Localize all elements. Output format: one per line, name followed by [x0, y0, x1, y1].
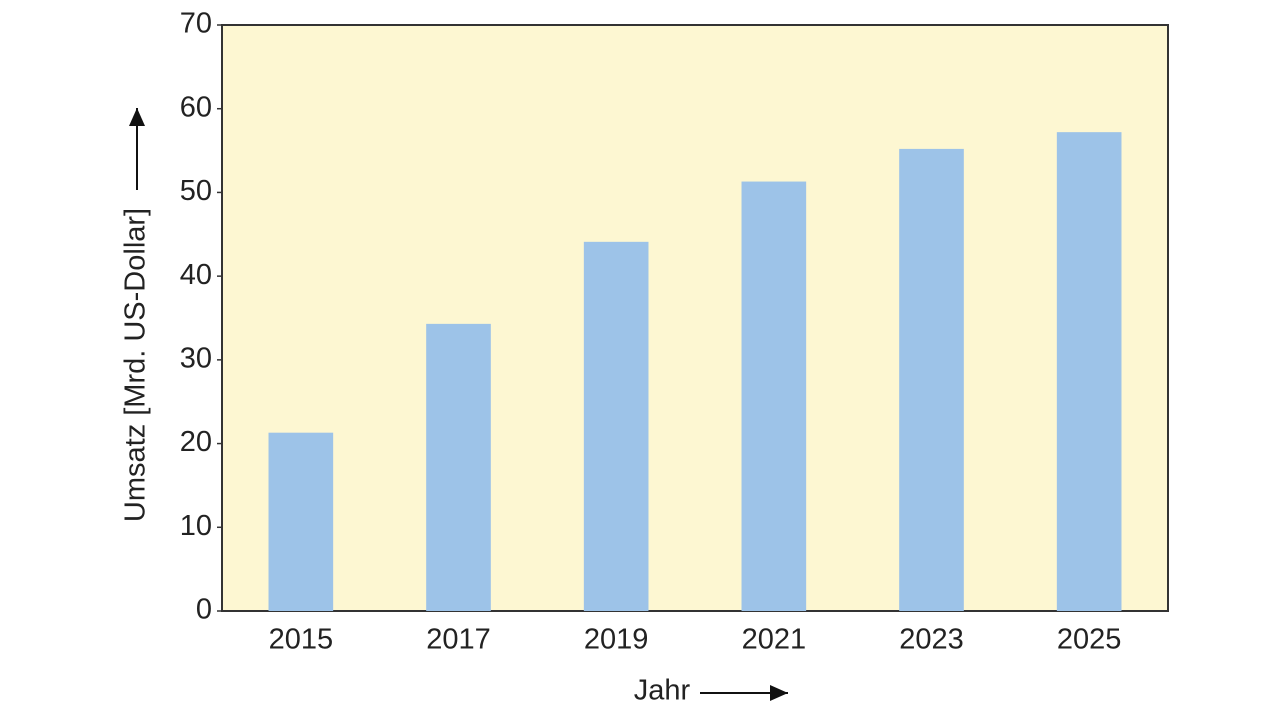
- y-tick-label: 30: [180, 343, 212, 375]
- x-tick-label: 2017: [426, 624, 491, 656]
- y-tick-label: 10: [180, 510, 212, 542]
- x-tick-label: 2015: [269, 624, 334, 656]
- y-tick-label: 40: [180, 259, 212, 291]
- bar: [899, 148, 964, 611]
- x-axis-label: Jahr: [634, 675, 691, 707]
- bar: [268, 432, 334, 611]
- x-tick-label: 2025: [1057, 624, 1122, 656]
- x-tick-label: 2021: [742, 624, 807, 656]
- y-tick-label: 20: [180, 426, 212, 458]
- y-axis-label: Umsatz [Mrd. US-Dollar]: [120, 208, 152, 522]
- y-tick-label: 70: [180, 8, 212, 40]
- bar: [583, 241, 649, 611]
- y-tick-label: 50: [180, 175, 212, 207]
- bar: [741, 181, 807, 611]
- plot-area: [221, 24, 1169, 612]
- bar: [426, 323, 491, 611]
- bar: [1056, 132, 1122, 611]
- x-tick-label: 2019: [584, 624, 649, 656]
- y-tick-label: 0: [196, 594, 212, 626]
- y-tick-label: 60: [180, 91, 212, 123]
- x-tick-label: 2023: [899, 624, 964, 656]
